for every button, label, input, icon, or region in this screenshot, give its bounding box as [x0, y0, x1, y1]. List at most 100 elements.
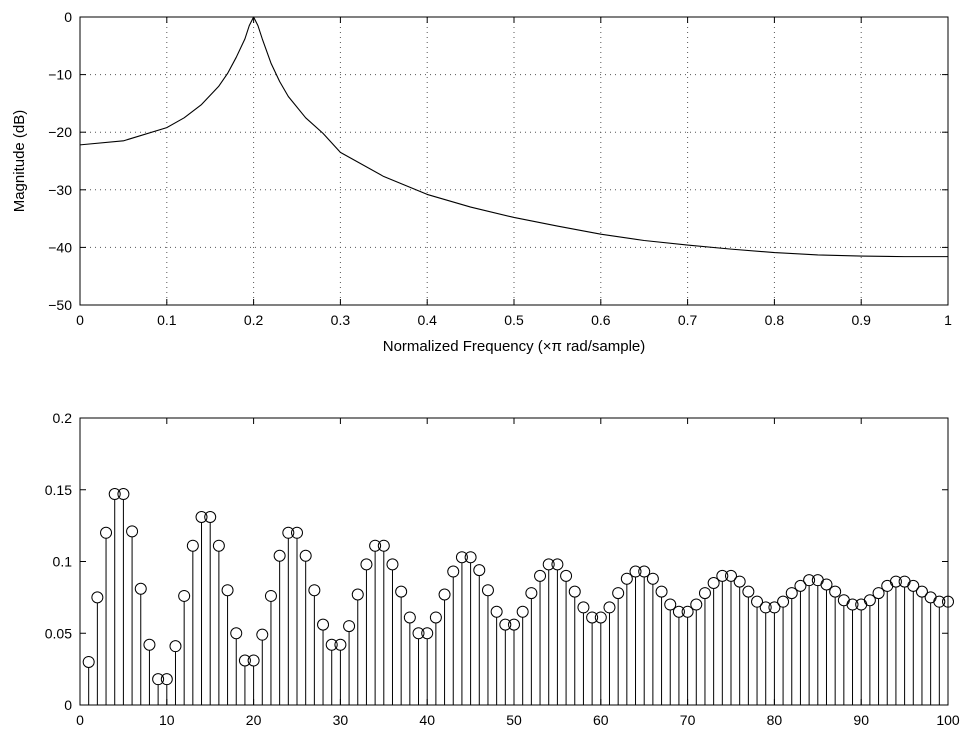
stem-marker [551, 558, 564, 571]
stem-marker [369, 539, 382, 552]
stem-marker [846, 598, 859, 611]
magnitude-x-tick-label: 0.6 [591, 312, 611, 328]
stem-marker [195, 511, 208, 524]
stem-marker [386, 558, 399, 571]
stem-marker [429, 611, 442, 624]
stem-marker [889, 575, 902, 588]
stem-marker [91, 591, 104, 604]
stem-x-tick-label: 0 [76, 712, 84, 728]
stem-marker [134, 582, 147, 595]
stem-marker [664, 598, 677, 611]
magnitude-y-tick-label: −50 [48, 297, 72, 313]
magnitude-y-tick-label: 0 [64, 9, 72, 25]
stem-x-tick-label: 100 [936, 712, 960, 728]
stem-marker [638, 565, 651, 578]
magnitude-y-tick-label: −40 [48, 239, 72, 255]
stem-marker [560, 569, 573, 582]
stem-marker [117, 488, 130, 501]
stem-y-tick-label: 0.2 [53, 410, 73, 426]
stem-y-tick-label: 0.1 [53, 554, 73, 570]
stem-marker [777, 595, 790, 608]
magnitude-x-tick-label: 0.1 [157, 312, 177, 328]
stem-marker [768, 601, 781, 614]
stem-marker [282, 526, 295, 539]
stem-marker [872, 587, 885, 600]
stem-marker [820, 578, 833, 591]
stem-marker [646, 572, 659, 585]
stem-marker [82, 655, 95, 668]
magnitude-plot: 0 0.1 0.2 0.3 0.4 0.5 0.6 0.7 0.8 0.9 1 0 −10 −20 −30 −… [11, 9, 952, 355]
stem-marker [612, 587, 625, 600]
stem-marker [221, 584, 234, 597]
stem-x-tick-label: 80 [767, 712, 783, 728]
stem-marker [143, 638, 156, 651]
magnitude-y-axis-label: Magnitude (dB) [11, 110, 28, 213]
magnitude-y-tick-label: −10 [48, 67, 72, 83]
stem-marker [481, 584, 494, 597]
magnitude-x-tick-label: 0.2 [244, 312, 264, 328]
magnitude-x-tick-label: 0.3 [331, 312, 351, 328]
stem-marker [629, 565, 642, 578]
stem-marker [360, 558, 373, 571]
stem-marker [212, 539, 225, 552]
stem-marker [169, 640, 182, 653]
stem-y-tick-label: 0.15 [45, 482, 72, 498]
stem-marker [794, 579, 807, 592]
stem-marker [264, 589, 277, 602]
stem-y-tick-label: 0.05 [45, 625, 72, 641]
stem-marker [577, 601, 590, 614]
magnitude-x-tick-label: 0.5 [504, 312, 524, 328]
stem-marker [785, 587, 798, 600]
stem-marker [291, 526, 303, 539]
stem-marker [247, 654, 260, 667]
stem-marker [152, 673, 165, 686]
stem-marker [933, 595, 946, 608]
stem-marker [204, 511, 217, 524]
stem-marker [542, 558, 555, 571]
magnitude-x-axis-label: Normalized Frequency (×π rad/sample) [383, 338, 646, 355]
stem-marker [698, 587, 711, 600]
magnitude-response-line [79, 16, 948, 258]
stem-marker [395, 585, 408, 598]
stem-marker [915, 585, 928, 598]
stem-marker [594, 611, 607, 624]
stem-marker [447, 565, 460, 578]
stem-marker [230, 627, 243, 640]
stem-marker [351, 588, 364, 601]
stem-marker [308, 584, 321, 597]
magnitude-x-tick-label: 1 [944, 312, 952, 328]
stem-marker [620, 572, 633, 585]
stem-x-tick-label: 60 [593, 712, 609, 728]
stem-marker [412, 627, 425, 640]
stem-marker [508, 618, 520, 631]
stem-marker [568, 585, 581, 598]
magnitude-y-tick-label: −20 [48, 124, 72, 140]
magnitude-series [79, 16, 948, 258]
stem-x-tick-label: 30 [333, 712, 349, 728]
stem-marker [759, 601, 772, 614]
magnitude-ticks: 0 0.1 0.2 0.3 0.4 0.5 0.6 0.7 0.8 0.9 1 0 −10 −20 −30 −… [48, 9, 952, 328]
stem-marker [178, 589, 191, 602]
stem-marker [108, 488, 121, 501]
stem-marker [603, 601, 616, 614]
stem-marker [690, 598, 703, 611]
stem-marker [421, 627, 434, 640]
stem-x-tick-label: 70 [680, 712, 696, 728]
stem-marker [473, 564, 486, 577]
stem-marker [490, 605, 503, 618]
stem-marker [733, 575, 746, 588]
stem-marker [299, 549, 312, 562]
stem-marker [863, 594, 876, 607]
stem-marker [464, 551, 477, 564]
stem-marker [403, 611, 416, 624]
stem-marker [725, 569, 737, 582]
magnitude-x-tick-label: 0 [76, 312, 84, 328]
stem-marker [829, 585, 842, 598]
stem-marker [534, 569, 547, 582]
stem-x-tick-label: 50 [506, 712, 522, 728]
stem-plot: 0 10 20 30 40 50 60 70 80 90 100 0 0.05 0.1 0.15 0.2 [45, 410, 960, 728]
stem-marker [438, 588, 451, 601]
stem-marker [803, 574, 816, 587]
stem-marker [186, 539, 199, 552]
stem-marker [325, 638, 338, 651]
